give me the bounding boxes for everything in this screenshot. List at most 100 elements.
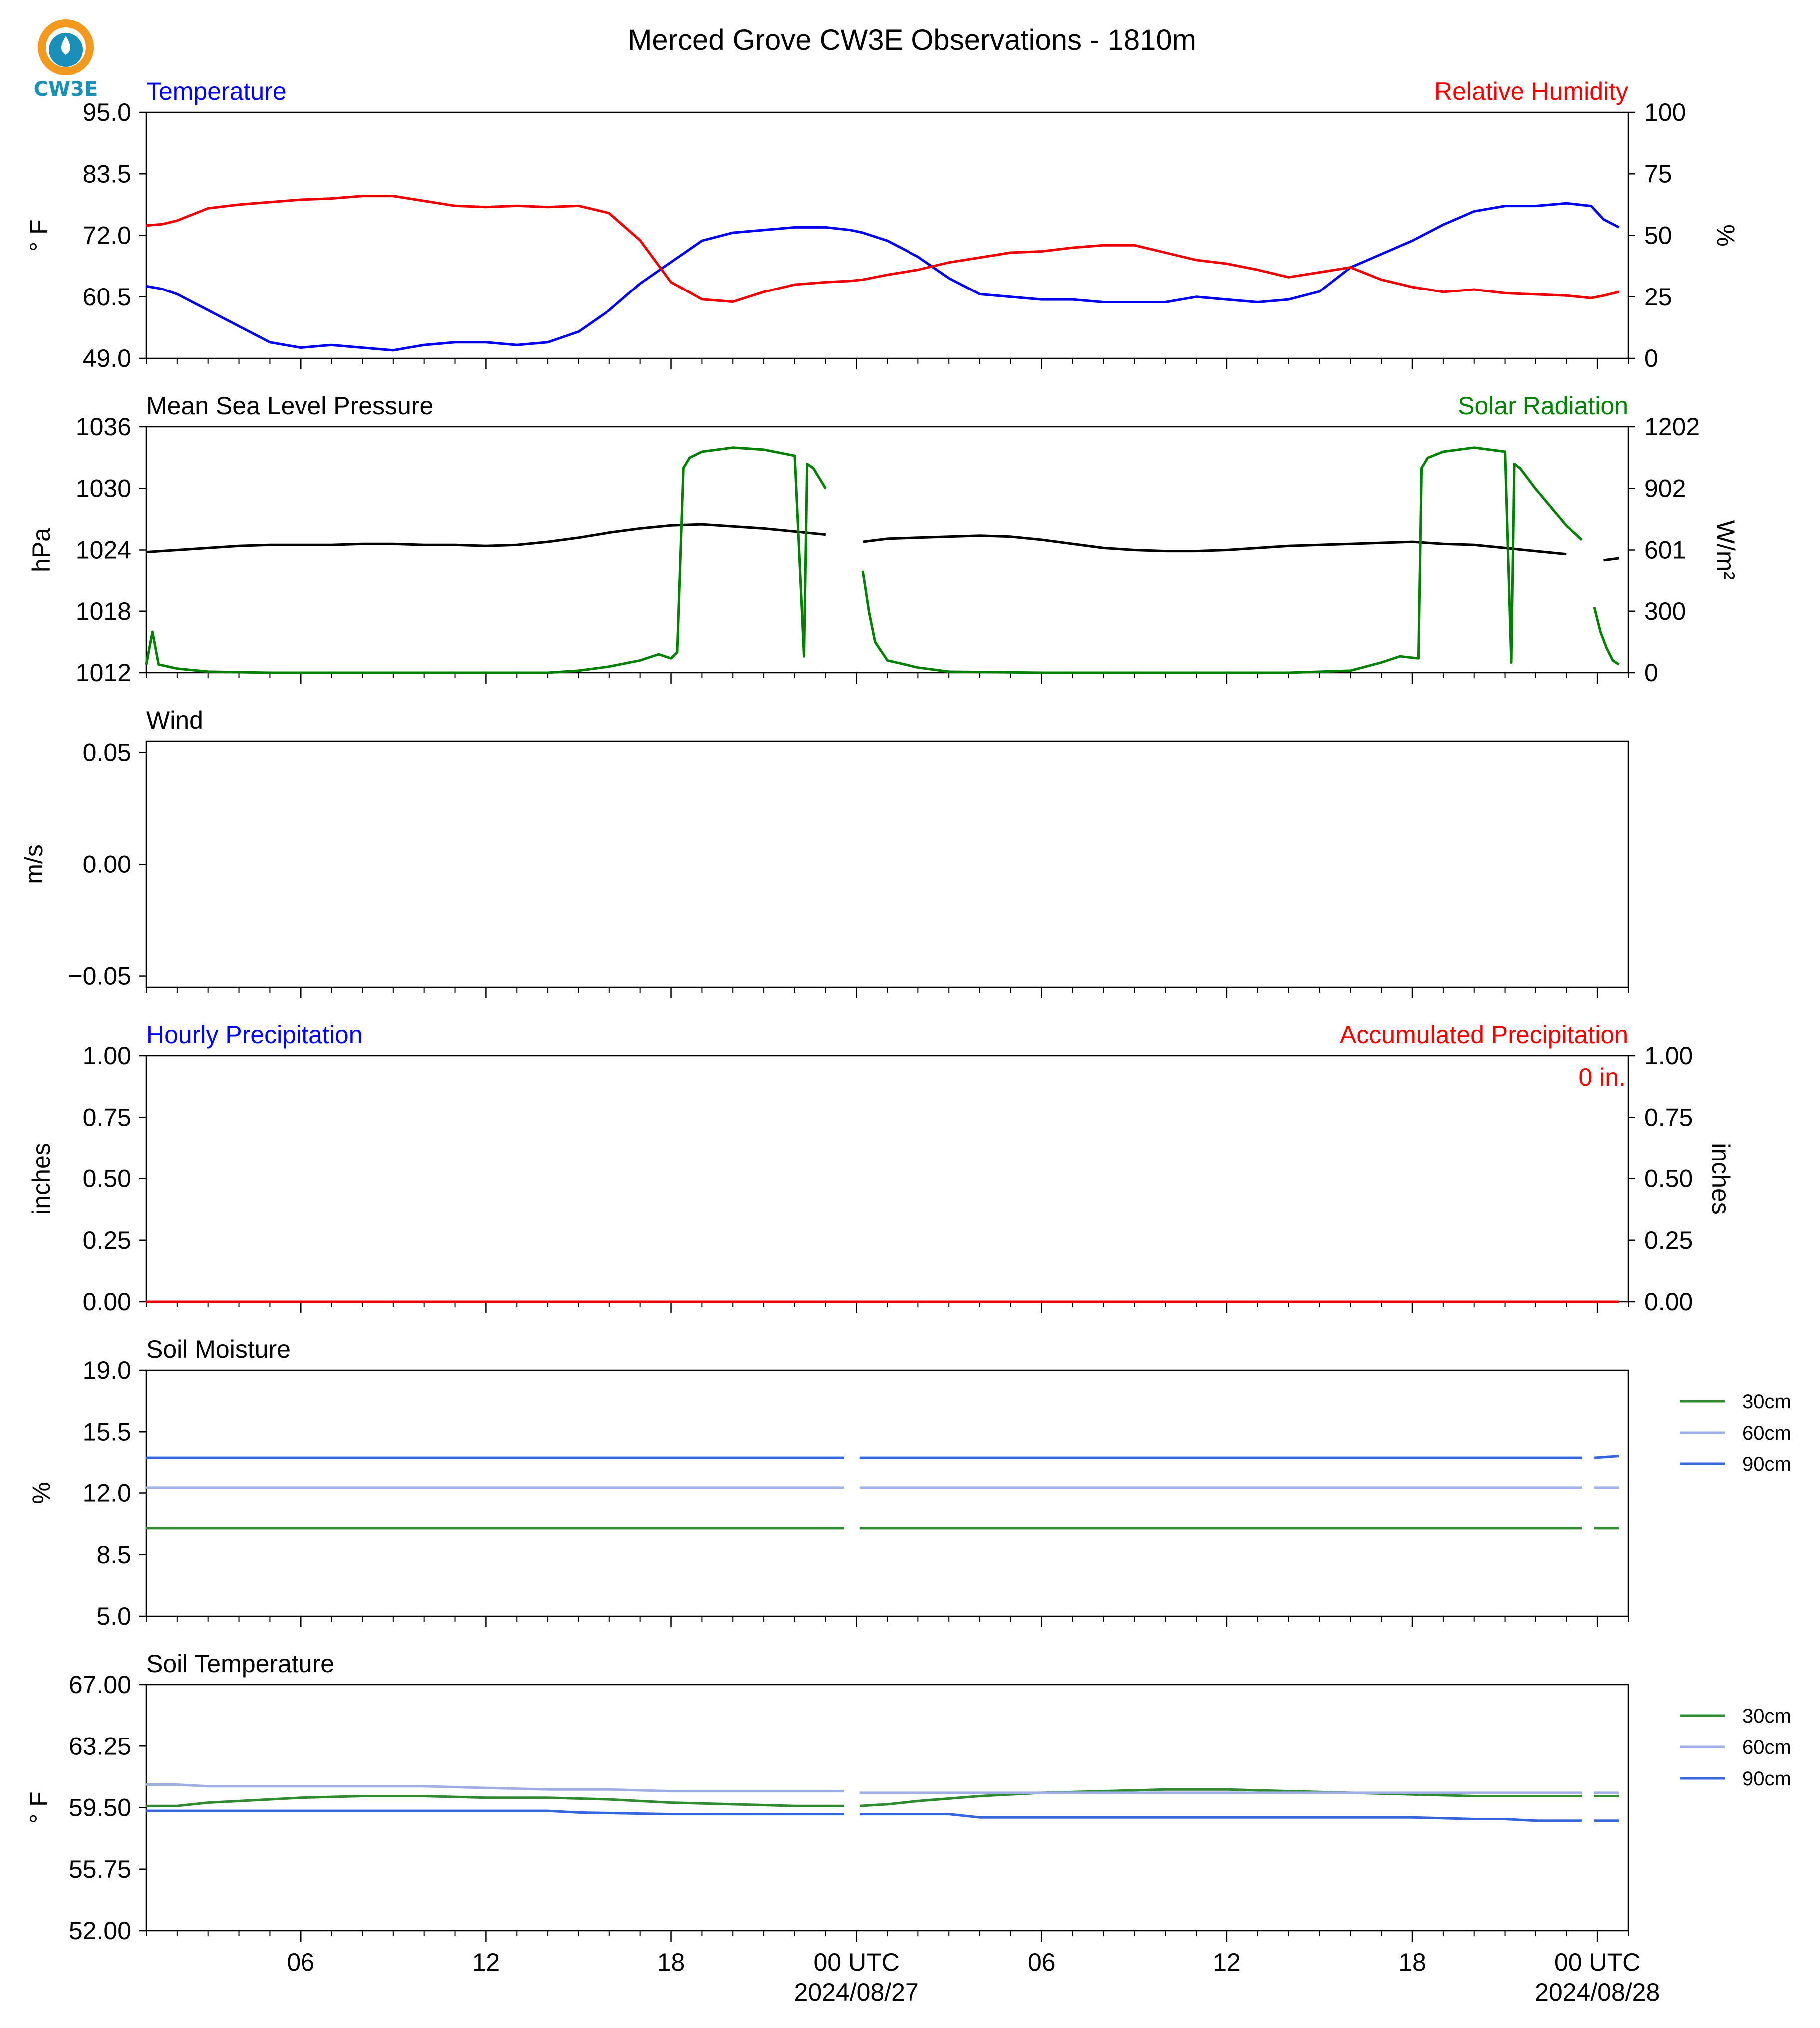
panel-title-left: Soil Moisture	[146, 1335, 291, 1363]
panel-title-left: Mean Sea Level Pressure	[146, 392, 433, 420]
y-axis-label-left: hPa	[27, 528, 55, 572]
panel-precip: Hourly Precipitation Accumulated Precipit…	[27, 1021, 1735, 1316]
y-tick-label-right: 100	[1644, 98, 1686, 126]
panel-title-left: Temperature	[146, 77, 287, 105]
plot-frame	[145, 111, 1629, 359]
x-tick-label: 12	[1213, 1948, 1241, 1976]
figure-title: Merced Grove CW3E Observations - 1810m	[628, 24, 1196, 56]
y-tick-label-left: 63.25	[69, 1732, 131, 1760]
y-axis-label-left: %	[27, 1482, 55, 1504]
legend-label: 60cm	[1742, 1737, 1791, 1758]
series-line-90cm	[1594, 1455, 1619, 1459]
series-line-mean-sea-level-pressure	[146, 523, 826, 554]
panel-title-right: Accumulated Precipitation	[1340, 1021, 1628, 1049]
y-axis-label-left: m/s	[20, 844, 48, 884]
y-tick-label-left: 1.00	[83, 1042, 131, 1070]
series-line-mean-sea-level-pressure	[1603, 557, 1619, 562]
x-tick-label: 00 UTC	[814, 1948, 900, 1976]
panel-title-right: Solar Radiation	[1458, 392, 1628, 420]
y-tick-label-right: 0.75	[1644, 1103, 1693, 1131]
logo-sun-icon	[38, 19, 94, 75]
y-tick-label-left: 0.00	[83, 851, 131, 878]
y-tick-label-left: 15.5	[83, 1418, 131, 1446]
y-tick-label-left: 59.50	[69, 1794, 131, 1822]
series-line-90cm	[859, 1813, 1582, 1822]
y-tick-label-right: 601	[1644, 536, 1686, 564]
series-line-90cm	[146, 1809, 844, 1816]
y-axis-label-left: ° F	[25, 219, 53, 251]
y-tick-label-left: 0.75	[83, 1103, 131, 1131]
y-tick-label-left: 60.5	[83, 283, 131, 311]
cw3e-logo: CW3E	[34, 19, 98, 101]
series-line-solar-radiation	[145, 446, 827, 674]
x-tick-label: 06	[1028, 1948, 1056, 1976]
series-line-60cm	[146, 1783, 844, 1793]
x-tick-label: 06	[287, 1948, 314, 1976]
y-tick-label-left: 1018	[76, 597, 131, 625]
y-tick-label-left: 52.00	[69, 1917, 131, 1945]
series-line-30cm	[859, 1788, 1582, 1807]
y-tick-label-right: 1.00	[1644, 1042, 1693, 1070]
y-axis-label-right: inches	[1707, 1143, 1735, 1215]
legend-label: 30cm	[1742, 1705, 1791, 1727]
y-tick-label-right: 75	[1644, 160, 1672, 188]
y-tick-label-left: 0.05	[83, 738, 131, 766]
x-date-label: 2024/08/27	[794, 1978, 919, 2006]
legend-label: 60cm	[1742, 1422, 1791, 1444]
y-tick-label-right: 300	[1644, 597, 1686, 625]
accumulated-annotation: 0 in.	[1578, 1063, 1626, 1091]
y-tick-label-left: 5.0	[96, 1602, 131, 1630]
legend-label: 90cm	[1742, 1768, 1791, 1790]
y-tick-label-right: 902	[1644, 474, 1686, 502]
logo-drop-icon	[61, 36, 71, 55]
y-tick-label-right: 0	[1644, 659, 1658, 687]
y-tick-label-right: 0.50	[1644, 1165, 1693, 1193]
y-tick-label-left: 0.25	[83, 1226, 131, 1254]
panel-title-left: Soil Temperature	[146, 1650, 334, 1678]
y-tick-label-left: 55.75	[69, 1855, 131, 1883]
y-tick-label-left: 19.0	[83, 1356, 131, 1384]
y-axis-label-left: ° F	[25, 1791, 53, 1823]
y-tick-label-left: 1024	[76, 536, 131, 564]
x-tick-label: 18	[1398, 1948, 1426, 1976]
x-date-label: 2024/08/28	[1535, 1978, 1660, 2006]
y-tick-label-left: 0.50	[83, 1165, 131, 1193]
panel-pressure_solar: Mean Sea Level Pressure Solar Radiation 10…	[27, 392, 1740, 687]
logo-text: CW3E	[34, 78, 98, 101]
panel-wind: Wind 0.05 0.00 −0.05 m/s	[20, 706, 1629, 998]
series-line-mean-sea-level-pressure	[862, 534, 1567, 556]
y-tick-label-left: 83.5	[83, 160, 131, 188]
plot-frame	[145, 426, 1629, 674]
y-tick-label-right: 0	[1644, 344, 1658, 372]
plot-frame	[145, 740, 1629, 988]
y-tick-label-left: 95.0	[83, 98, 131, 126]
x-tick-label: 12	[472, 1948, 500, 1976]
y-tick-label-left: 1030	[76, 474, 131, 502]
series-line-temperature	[146, 202, 1620, 352]
y-axis-label-right: %	[1712, 224, 1740, 246]
series-line-relative-humidity	[146, 195, 1619, 303]
y-tick-label-left: 8.5	[96, 1541, 131, 1569]
y-tick-label-left: −0.05	[68, 962, 131, 990]
series-line-30cm	[146, 1795, 844, 1807]
x-tick-label: 18	[657, 1948, 685, 1976]
panel-temp_rh: Temperature Relative Humidity 95.0 83.5 72.0…	[25, 77, 1740, 372]
y-tick-label-right: 25	[1644, 283, 1672, 311]
y-axis-label-right: W/m²	[1712, 520, 1740, 579]
plot-frame	[145, 1055, 1629, 1303]
y-tick-label-right: 0.00	[1644, 1288, 1693, 1316]
panel-title-left: Hourly Precipitation	[146, 1021, 363, 1049]
y-tick-label-right: 0.25	[1644, 1226, 1693, 1254]
series-line-solar-radiation	[861, 446, 1583, 674]
y-tick-label-right: 50	[1644, 222, 1672, 250]
legend-label: 90cm	[1742, 1453, 1791, 1475]
y-tick-label-left: 72.0	[83, 222, 131, 250]
panel-soil_moisture: Soil Moisture 19.0 15.5 12.0 8.5 5.0% 30cm 60cm…	[27, 1335, 1791, 1630]
legend-label: 30cm	[1742, 1391, 1791, 1413]
panel-soil_temp: Soil Temperature 67.00 63.25 59.50 55.75 52.0…	[25, 1650, 1791, 1945]
plot-frame	[145, 1369, 1629, 1617]
plot-frame	[145, 1684, 1629, 1932]
y-tick-label-left: 49.0	[83, 344, 131, 372]
x-tick-label: 00 UTC	[1554, 1948, 1640, 1976]
